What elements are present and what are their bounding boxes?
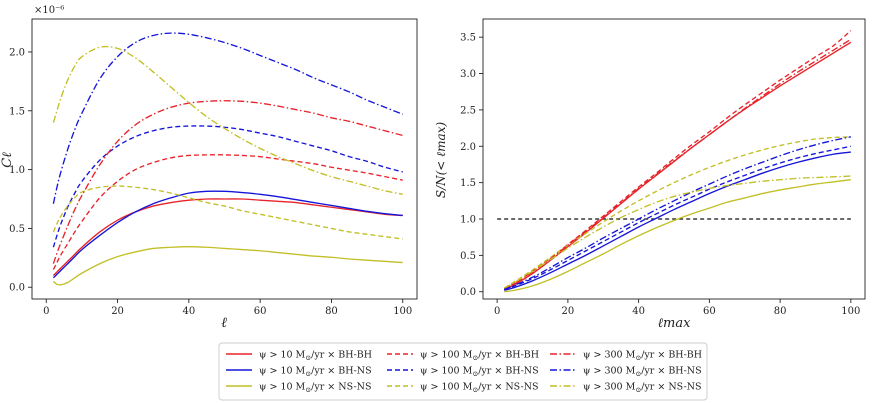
legend: ψ > 10 M⊙/yr × BH-BH ψ > 10 M⊙/yr × BH-NS… bbox=[218, 342, 708, 401]
left-plot-frame bbox=[31, 18, 418, 300]
left-panel-c-ell: 0 20 40 60 80 100 0.0 0.5 1.0 1.5 2.0 ×10⁻⁶ ℓ Cℓ bbox=[0, 5, 418, 331]
left-series-line-2 bbox=[52, 190, 403, 279]
left-x-tick-label: 60 bbox=[254, 306, 267, 317]
legend-box bbox=[218, 342, 708, 401]
left-series-line-1 bbox=[52, 198, 403, 276]
legend-label-8: ψ > 300 M⊙/yr × BH-NS bbox=[583, 366, 702, 379]
right-y-tick-label: 2.5 bbox=[460, 105, 476, 116]
legend-label-2: ψ > 10 M⊙/yr × BH-NS bbox=[259, 366, 372, 379]
right-y-tick-label: 0.5 bbox=[460, 251, 476, 262]
right-series-line-2 bbox=[504, 151, 851, 291]
legend-label-6: ψ > 100 M⊙/yr × NS-NS bbox=[420, 382, 539, 395]
legend-label-3: ψ > 10 M⊙/yr × NS-NS bbox=[259, 382, 371, 395]
right-x-tick-label: 80 bbox=[774, 306, 787, 317]
right-y-tick-label: 1.5 bbox=[460, 178, 476, 189]
legend-label-9: ψ > 300 M⊙/yr × NS-NS bbox=[583, 382, 702, 395]
right-x-axis-label: ℓmax bbox=[658, 316, 691, 331]
right-series-line-6 bbox=[503, 136, 851, 289]
right-series-line-7 bbox=[503, 38, 852, 290]
right-x-tick-label: 20 bbox=[562, 306, 575, 317]
right-y-tick-label: 2.0 bbox=[460, 142, 476, 153]
right-plot-frame bbox=[482, 18, 866, 300]
left-y-tick-label: 2.0 bbox=[9, 47, 25, 58]
right-y-tick-label: 1.0 bbox=[460, 215, 476, 226]
left-series-line-4 bbox=[52, 154, 403, 270]
left-y-tick-label: 0.5 bbox=[9, 224, 25, 235]
left-x-tick-label: 80 bbox=[325, 306, 338, 317]
legend-label-5: ψ > 100 M⊙/yr × BH-NS bbox=[420, 366, 539, 379]
left-y-axis-label: Cℓ bbox=[0, 152, 15, 168]
right-series-line-8 bbox=[503, 136, 851, 291]
left-series-line-3 bbox=[52, 245, 403, 286]
right-x-tick-label: 40 bbox=[632, 306, 645, 317]
left-x-tick-label: 20 bbox=[111, 306, 124, 317]
left-series-line-5 bbox=[52, 125, 403, 248]
left-y-tick-label: 0.0 bbox=[9, 283, 25, 294]
legend-label-7: ψ > 300 M⊙/yr × BH-BH bbox=[583, 350, 702, 363]
left-x-tick-label: 40 bbox=[182, 306, 195, 317]
left-series-line-6 bbox=[52, 185, 403, 240]
right-y-tick-label: 0.0 bbox=[460, 287, 476, 298]
right-x-tick-label: 0 bbox=[494, 306, 500, 317]
right-series-line-3 bbox=[504, 179, 851, 293]
legend-label-4: ψ > 100 M⊙/yr × BH-BH bbox=[420, 350, 539, 363]
left-y-tick-label: 1.0 bbox=[9, 165, 25, 176]
left-y-tick-label: 1.5 bbox=[9, 106, 25, 117]
right-y-axis-label: S/N(< ℓmax) bbox=[434, 122, 448, 199]
right-y-tick-label: 3.0 bbox=[460, 69, 476, 80]
left-x-tick-label: 0 bbox=[43, 306, 49, 317]
left-series-line-9 bbox=[52, 45, 403, 195]
legend-label-1: ψ > 10 M⊙/yr × BH-BH bbox=[259, 350, 372, 363]
left-series-line-7 bbox=[52, 100, 403, 264]
left-x-tick-label: 100 bbox=[393, 306, 412, 317]
left-x-axis-label: ℓ bbox=[221, 315, 227, 331]
right-x-tick-label: 60 bbox=[703, 306, 716, 317]
right-panel-signal-to-noise: 0 20 40 60 80 100 0.0 0.5 1.0 1.5 2.0 2.5 3.0 3.5 ℓma… bbox=[434, 18, 866, 331]
right-y-tick-label: 3.5 bbox=[460, 33, 476, 44]
left-series-line-8 bbox=[52, 32, 403, 204]
right-series-line-9 bbox=[503, 175, 851, 289]
right-series-line-4 bbox=[503, 30, 852, 290]
right-x-tick-label: 100 bbox=[841, 306, 860, 317]
left-offset-label: ×10⁻⁶ bbox=[34, 5, 64, 16]
